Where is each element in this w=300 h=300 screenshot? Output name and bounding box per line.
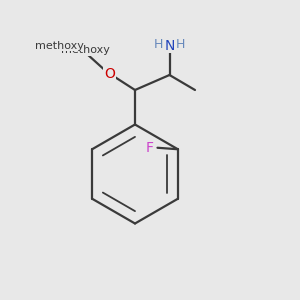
Text: H: H (153, 38, 163, 51)
Text: N: N (164, 39, 175, 52)
Text: F: F (146, 141, 154, 155)
Text: H: H (176, 38, 186, 51)
Text: methoxy: methoxy (35, 41, 84, 51)
Text: O: O (104, 67, 115, 80)
Text: methoxy: methoxy (61, 45, 110, 56)
